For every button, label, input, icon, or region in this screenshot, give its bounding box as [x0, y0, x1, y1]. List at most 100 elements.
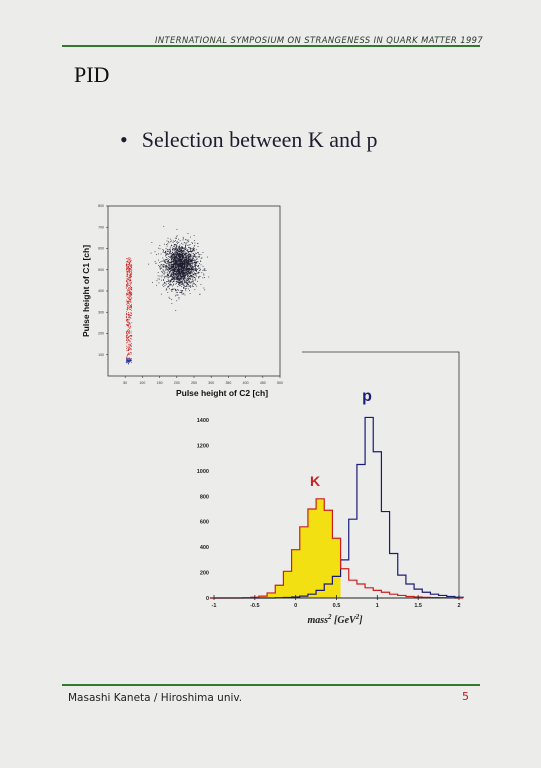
- scatter-point: [188, 273, 190, 275]
- scatter-point: [190, 278, 191, 280]
- scatter-point: [180, 264, 182, 266]
- scatter-point: [179, 268, 181, 270]
- scatter-point-kaon: [129, 358, 131, 360]
- scatter-point: [182, 275, 184, 277]
- scatter-point: [186, 282, 188, 284]
- scatter-point: [191, 276, 193, 278]
- scatter-point: [185, 243, 187, 245]
- scatter-point: [184, 268, 185, 270]
- scatter-point: [178, 270, 179, 272]
- scatter-point: [183, 292, 185, 294]
- scatter-point: [177, 279, 179, 281]
- scatter-point: [192, 248, 194, 250]
- scatter-point: [166, 245, 168, 247]
- scatter-point: [164, 261, 166, 263]
- scatter-point: [189, 269, 190, 271]
- scatter-point: [195, 261, 197, 263]
- scatter-point: [176, 255, 178, 257]
- scatter-point: [170, 257, 172, 259]
- scatter-point: [162, 273, 164, 275]
- scatter-point: [166, 254, 168, 256]
- scatter-point-kaon: [127, 279, 129, 280]
- scatter-point-kaon: [127, 339, 129, 341]
- scatter-point: [169, 265, 171, 267]
- scatter-point: [193, 247, 195, 249]
- scatter-point-kaon: [131, 315, 132, 316]
- scatter-point: [177, 274, 179, 275]
- scatter-point: [187, 262, 189, 263]
- scatter-point: [179, 261, 181, 263]
- scatter-point: [180, 259, 181, 261]
- scatter-point: [175, 267, 177, 269]
- scatter-point-kaon: [129, 268, 131, 270]
- scatter-point: [183, 265, 185, 267]
- scatter-point-blue: [128, 361, 130, 363]
- scatter-point-kaon: [129, 357, 130, 359]
- scatter-point: [180, 284, 182, 286]
- scatter-point: [173, 252, 174, 254]
- scatter-point: [194, 284, 196, 285]
- scatter-point: [174, 257, 176, 258]
- scatter-point: [182, 270, 184, 271]
- scatter-point-blue: [127, 358, 129, 360]
- scatter-point-kaon: [126, 285, 127, 287]
- scatter-point: [187, 275, 188, 276]
- scatter-point: [168, 285, 170, 287]
- scatter-point-kaon: [127, 296, 128, 298]
- scatter-point: [192, 243, 193, 244]
- scatter-point-kaon: [128, 354, 129, 355]
- scatter-point-kaon: [126, 320, 128, 322]
- scatter-point: [160, 261, 162, 263]
- scatter-point: [184, 259, 186, 260]
- scatter-point-kaon: [129, 263, 130, 265]
- scatter-point: [188, 277, 190, 279]
- scatter-point: [173, 280, 175, 282]
- scatter-point-kaon: [131, 362, 132, 364]
- scatter-point: [170, 280, 172, 281]
- scatter-point: [168, 268, 170, 270]
- scatter-x-tick-label: 50: [123, 381, 127, 385]
- scatter-point: [195, 262, 197, 264]
- scatter-point-kaon: [127, 349, 129, 351]
- scatter-point: [204, 289, 206, 291]
- scatter-point: [184, 247, 186, 248]
- scatter-point-kaon: [128, 305, 129, 307]
- scatter-point: [176, 245, 178, 247]
- scatter-point: [171, 264, 172, 266]
- scatter-point: [191, 275, 193, 277]
- scatter-point-kaon: [127, 307, 128, 309]
- scatter-point: [190, 253, 192, 255]
- scatter-point: [182, 236, 184, 238]
- scatter-point-kaon: [128, 269, 130, 271]
- scatter-point-kaon: [127, 284, 129, 286]
- scatter-point: [189, 250, 191, 252]
- scatter-point: [165, 250, 166, 252]
- scatter-point: [167, 275, 169, 277]
- scatter-point: [184, 251, 186, 253]
- scatter-point: [185, 244, 187, 246]
- scatter-point-kaon: [126, 293, 128, 295]
- scatter-point: [184, 259, 185, 261]
- scatter-point: [165, 267, 167, 269]
- scatter-point: [184, 263, 186, 264]
- scatter-point-kaon: [128, 305, 130, 307]
- scatter-point: [180, 266, 182, 267]
- scatter-point-kaon: [130, 266, 132, 268]
- scatter-point: [171, 266, 172, 268]
- scatter-point-kaon: [127, 354, 129, 355]
- scatter-point-kaon: [129, 270, 130, 271]
- scatter-point: [186, 280, 187, 282]
- scatter-point: [171, 258, 173, 260]
- scatter-point: [168, 250, 170, 252]
- scatter-point: [180, 248, 182, 250]
- scatter-point: [189, 247, 191, 249]
- scatter-point: [188, 258, 189, 260]
- scatter-point: [174, 276, 176, 277]
- scatter-point: [171, 271, 173, 273]
- scatter-point-kaon: [126, 269, 128, 270]
- scatter-point-kaon: [128, 312, 130, 313]
- scatter-point: [167, 260, 169, 261]
- scatter-point: [171, 261, 172, 263]
- scatter-point: [198, 267, 200, 269]
- scatter-point: [179, 282, 181, 284]
